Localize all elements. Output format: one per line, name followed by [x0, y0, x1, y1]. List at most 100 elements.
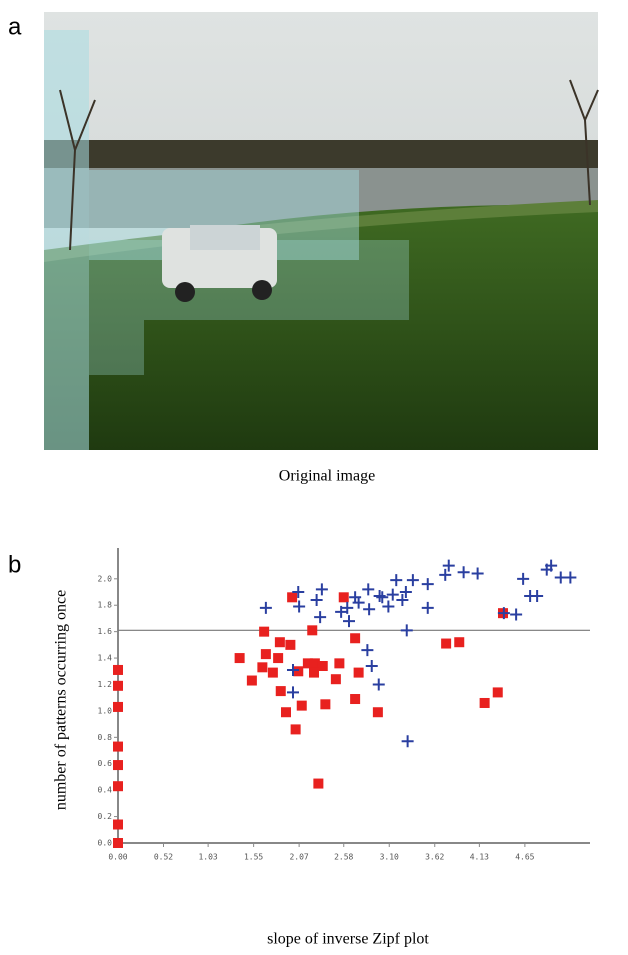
data-point	[540, 563, 553, 576]
data-point	[274, 637, 285, 648]
data-point	[457, 566, 470, 579]
y-tick-label: 0.2	[98, 812, 113, 821]
data-point	[257, 662, 268, 673]
y-tick-label: 1.8	[98, 601, 113, 610]
data-point	[309, 667, 319, 678]
data-point	[362, 583, 375, 596]
data-point	[313, 778, 324, 789]
data-point	[373, 589, 386, 602]
data-point	[302, 658, 313, 669]
data-point	[365, 659, 378, 672]
y-tick-label: 0.6	[98, 759, 113, 768]
data-point	[352, 596, 365, 609]
data-point	[343, 615, 355, 628]
data-point	[287, 663, 299, 676]
data-point	[113, 741, 123, 752]
data-point	[335, 605, 348, 618]
data-point	[350, 633, 361, 644]
data-point	[564, 571, 577, 584]
data-point	[361, 644, 374, 657]
data-point	[454, 637, 465, 648]
data-point	[341, 601, 354, 614]
data-point	[386, 588, 399, 601]
data-point	[309, 658, 320, 669]
data-point	[113, 680, 123, 691]
x-tick-label: 4.13	[470, 853, 489, 862]
x-tick-label: 2.58	[334, 853, 353, 862]
data-point	[281, 707, 291, 718]
data-point	[310, 593, 323, 606]
data-point	[275, 686, 286, 697]
x-tick-label: 1.55	[244, 853, 263, 862]
data-point	[317, 660, 328, 671]
data-point	[353, 667, 364, 678]
data-point	[113, 781, 123, 792]
data-point	[113, 760, 123, 771]
data-point	[292, 586, 305, 599]
data-point	[113, 819, 123, 830]
data-point	[260, 649, 271, 660]
data-point	[492, 687, 503, 698]
data-point	[350, 694, 361, 705]
data-point	[273, 653, 284, 664]
data-point	[517, 572, 530, 585]
data-point	[531, 589, 544, 602]
data-point	[246, 675, 257, 686]
data-point	[290, 724, 301, 735]
data-point	[320, 699, 331, 710]
photo	[44, 12, 599, 450]
data-point	[267, 667, 278, 678]
panel-label: a	[8, 13, 22, 40]
data-point	[372, 707, 383, 718]
data-point	[376, 591, 389, 604]
scatter-chart: number of patterns occurring once slope …	[53, 548, 590, 948]
y-tick-label: 0.0	[98, 839, 113, 848]
data-point	[406, 574, 419, 587]
data-point	[471, 567, 484, 580]
y-tick-label: 1.2	[98, 680, 113, 689]
data-point	[330, 674, 341, 685]
data-point	[390, 574, 403, 587]
data-point	[307, 625, 318, 636]
data-point	[334, 658, 345, 669]
y-tick-label: 1.4	[98, 654, 113, 663]
data-point	[396, 593, 409, 606]
x-tick-label: 2.07	[289, 853, 308, 862]
data-point	[400, 624, 413, 637]
data-point	[113, 664, 123, 675]
data-point	[399, 586, 412, 599]
data-point	[421, 578, 434, 591]
x-tick-label: 1.03	[198, 853, 217, 862]
y-tick-label: 1.6	[98, 627, 113, 636]
data-point	[287, 686, 299, 699]
data-point	[293, 600, 306, 613]
data-point	[421, 601, 434, 614]
data-point	[315, 583, 328, 596]
data-point	[314, 611, 327, 624]
data-point	[259, 626, 270, 637]
data-point	[363, 603, 376, 616]
data-point	[382, 600, 395, 613]
data-point	[293, 666, 304, 677]
y-axis-label: number of patterns occurring once	[53, 590, 70, 810]
data-point	[372, 678, 385, 691]
x-tick-label: 3.10	[380, 853, 399, 862]
data-point	[442, 559, 455, 572]
data-point	[285, 639, 296, 650]
x-tick-label: 0.52	[154, 853, 173, 862]
y-tick-label: 2.0	[98, 574, 113, 583]
data-point	[441, 638, 452, 649]
data-point	[401, 735, 414, 748]
y-tick-label: 1.0	[98, 706, 113, 715]
data-point	[296, 700, 307, 711]
x-tick-label: 3.62	[425, 853, 444, 862]
data-point	[259, 601, 272, 614]
data-point	[439, 568, 452, 581]
x-axis-label: slope of inverse Zipf plot	[267, 931, 429, 948]
x-tick-label: 0.00	[108, 853, 127, 862]
data-point	[113, 838, 123, 848]
y-tick-label: 0.4	[98, 786, 113, 795]
data-point	[234, 653, 245, 664]
